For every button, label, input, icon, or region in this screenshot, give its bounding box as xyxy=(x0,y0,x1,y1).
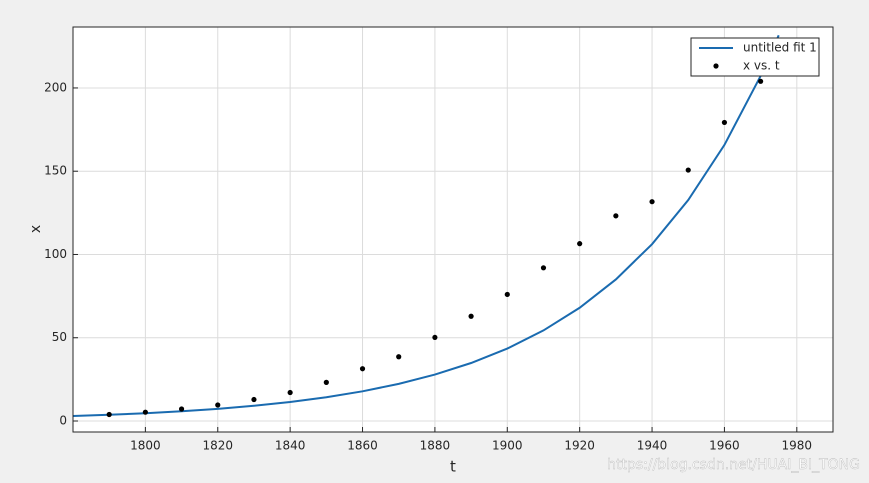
data-point xyxy=(106,411,112,418)
x-tick-label: 1960 xyxy=(709,439,740,453)
x-tick-label: 1940 xyxy=(637,439,668,453)
x-tick-label: 1820 xyxy=(202,439,233,453)
legend-box xyxy=(690,37,820,77)
y-tick-label: 200 xyxy=(44,80,67,94)
data-point xyxy=(613,213,619,219)
y-tick-label: 50 xyxy=(52,330,67,344)
legend-label: x vs. t xyxy=(743,59,780,73)
data-point xyxy=(432,334,438,341)
x-tick-label: 1800 xyxy=(130,439,161,453)
data-point xyxy=(540,265,547,271)
plot-area xyxy=(73,27,833,432)
legend-swatch xyxy=(713,63,719,69)
x-tick-label: 1900 xyxy=(492,439,523,453)
y-axis-label: x xyxy=(28,225,44,233)
y-tick-label: 0 xyxy=(59,414,67,428)
data-point xyxy=(721,119,728,126)
data-point xyxy=(577,241,583,247)
x-tick-label: 1880 xyxy=(420,439,451,453)
y-tick-label: 100 xyxy=(44,247,67,261)
plot-frame xyxy=(72,26,834,433)
data-point xyxy=(468,313,474,319)
data-point xyxy=(287,389,293,396)
data-point xyxy=(142,409,148,415)
legend-label: untitled fit 1 xyxy=(743,41,817,55)
data-point xyxy=(215,402,221,408)
data-point xyxy=(649,199,655,205)
y-tick-label: 150 xyxy=(44,164,67,178)
x-tick-label: 1840 xyxy=(275,439,306,453)
x-tick-label: 1980 xyxy=(782,439,813,453)
x-tick-label: 1860 xyxy=(347,439,378,453)
data-point xyxy=(178,406,185,412)
data-point xyxy=(359,366,366,372)
data-point xyxy=(685,167,691,173)
legend: untitled fit 1 x vs. t xyxy=(690,37,820,77)
watermark: https://blog.csdn.net/HUAI_BI_TONG xyxy=(607,457,860,473)
data-point xyxy=(251,396,257,403)
x-tick-label: 1920 xyxy=(564,439,595,453)
fit-line xyxy=(73,34,780,418)
data-point xyxy=(504,291,510,298)
data-point xyxy=(323,379,329,385)
data-point xyxy=(758,78,764,84)
data-point xyxy=(396,354,402,360)
x-axis-label: t xyxy=(450,458,456,476)
